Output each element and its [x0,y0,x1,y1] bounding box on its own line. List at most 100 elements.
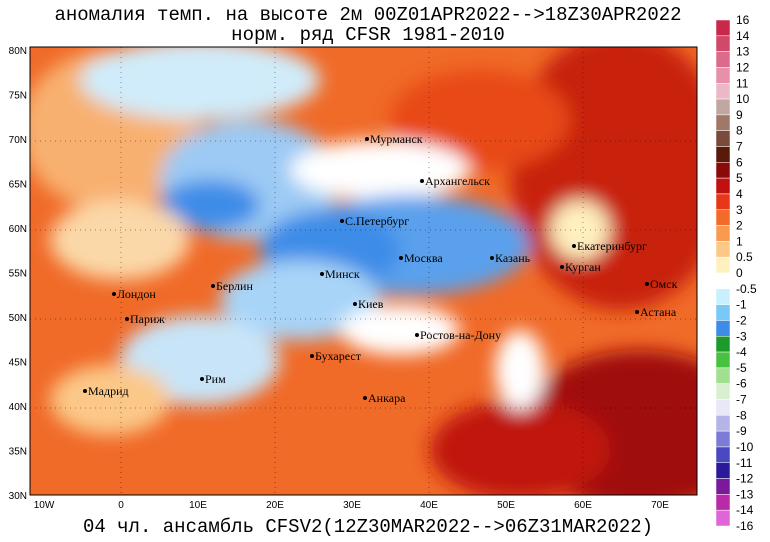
colorbar-label: 9 [736,108,743,122]
city-dot [415,333,419,337]
city-label: Берлин [216,279,253,293]
city-dot [635,310,639,314]
colorbar-label: -9 [736,424,747,438]
city-dot [200,377,204,381]
city-dot [560,265,564,269]
colorbar-label: -12 [736,472,754,486]
city-label: Бухарест [315,349,362,363]
colorbar-swatch [715,35,731,52]
colorbar-label: 0 [736,266,743,280]
colorbar-swatch [715,241,731,258]
colorbar-label: -1 [736,298,747,312]
graticule [30,47,697,495]
colorbar-label: 0.5 [736,250,753,264]
lon-label: 60E [574,500,592,511]
lon-label: 0 [118,500,124,511]
city-dot [112,292,116,296]
lon-label: 50E [497,500,515,511]
colorbar-swatch [715,320,731,337]
colorbar-swatch [715,399,731,416]
colorbar-label: 8 [736,124,743,138]
colorbar-swatch [715,367,731,384]
city-dot [645,282,649,286]
lat-label: 35N [9,447,27,458]
city-dot [365,137,369,141]
colorbar-swatch [715,67,731,84]
colorbar-swatch [715,162,731,179]
colorbar-swatch [715,114,731,131]
colorbar-label: 14 [736,29,750,43]
colorbar-swatch [715,288,731,305]
lat-label: 45N [9,358,27,369]
colorbar-label: 16 [736,13,750,27]
colorbar-label: 6 [736,155,743,169]
colorbar-swatch [715,336,731,353]
lat-label: 60N [9,224,27,235]
lat-label: 55N [9,269,27,280]
lat-label: 65N [9,180,27,191]
lat-label: 70N [9,135,27,146]
colorbar-swatch [715,193,731,210]
colorbar-label: -11 [736,456,753,470]
colorbar-label: -13 [736,487,754,501]
city-label: Екатеринбург [577,239,647,253]
colorbar-label: -16 [736,519,754,533]
colorbar-label: -10 [736,440,754,454]
city-label: Курган [565,260,601,274]
colorbar-label: 1 [736,234,743,248]
colorbar-label: 12 [736,60,750,74]
city-dot [490,256,494,260]
colorbar-swatch [715,415,731,432]
colorbar-label: 5 [736,171,743,185]
colorbar-label: -8 [736,408,747,422]
lon-label: 20E [266,500,284,511]
lon-label: 70E [651,500,669,511]
colorbar-swatch [715,19,731,37]
city-label: Киев [358,297,384,311]
lat-label: 50N [9,313,27,324]
city-label: Астана [640,305,677,319]
map-frame [29,46,698,496]
city-label: Ростов-на-Дону [420,328,501,342]
colorbar-swatch [715,351,731,369]
colorbar-swatch [715,146,731,163]
colorbar-label: 10 [736,92,750,106]
city-dot [320,272,324,276]
lon-label: 30E [343,500,361,511]
city-label: Мурманск [370,132,423,146]
colorbar-swatch [715,304,731,321]
colorbar-swatch [715,462,731,479]
city-label: Париж [130,312,165,326]
city-dot [353,302,357,306]
map-labels: 80N 75N 70N 65N 60N 55N 50N 45N 40N 35N 30N 10W 0 10E… [9,46,678,511]
colorbar-label: -7 [736,393,747,407]
city-label: С.Петербург [345,214,409,228]
lon-label: 40E [420,500,438,511]
lat-label: 75N [9,91,27,102]
colorbar-label: 13 [736,45,750,59]
colorbar-label: 3 [736,203,743,217]
anomaly-field [30,47,697,495]
city-dot [125,317,129,321]
city-dot [310,354,314,358]
colorbar-swatch [715,177,731,195]
colorbar-swatch [715,51,731,68]
city-label: Архангельск [425,174,490,188]
colorbar-label: 11 [736,76,749,90]
city-label: Лондон [117,287,156,301]
colorbar-swatch [715,446,731,463]
city-dot [211,284,215,288]
city-label: Минск [325,267,360,281]
colorbar-label: 7 [736,140,743,154]
lon-label: 10W [34,500,55,511]
colorbar-label: -4 [736,345,747,359]
city-label: Москва [404,251,443,265]
colorbar-swatch [715,98,731,116]
colorbar-swatch [715,494,731,511]
colorbar-label: 4 [736,187,743,201]
footer: 04 чл. ансамбль CFSV2(12Z30MAR2022-->06Z… [83,516,653,538]
colorbar-swatch [715,430,731,448]
colorbar-swatch [715,272,731,290]
